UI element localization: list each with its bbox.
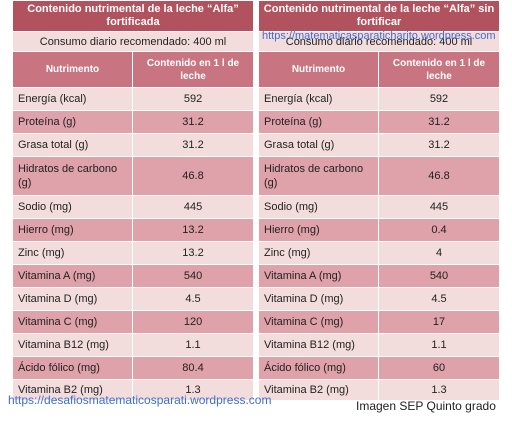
table-row: Sodio (mg) 445	[12, 195, 255, 219]
table-row: Vitamina D (mg) 4.5	[258, 287, 500, 311]
nutrient-name: Proteína (g)	[258, 110, 379, 134]
image-credit: Imagen SEP Quinto grado	[356, 399, 496, 413]
table-body-left: Contenido nutrimental de la leche “Alfa”…	[11, 0, 255, 401]
nutrient-value: 13.2	[131, 241, 255, 265]
nutrition-table-fortified: Contenido nutrimental de la leche “Alfa”…	[11, 0, 255, 401]
column-header-contenido: Contenido en 1 l de leche	[378, 51, 500, 88]
nutrient-name: Hierro (mg)	[12, 218, 133, 242]
nutrition-table-unfortified: Contenido nutrimental de la leche “Alfa”…	[258, 0, 500, 401]
table-row: Ácido fólico (mg) 60	[258, 356, 500, 380]
table-row: Hidratos de carbono (g) 46.8	[12, 156, 255, 196]
table-row: Proteína (g) 31.2	[12, 110, 255, 134]
table-row: Vitamina D (mg) 4.5	[12, 287, 255, 311]
table-row: Vitamina A (mg) 540	[258, 264, 500, 288]
nutrient-name: Sodio (mg)	[12, 195, 133, 219]
nutrient-value: 1.3	[378, 379, 500, 401]
table-row: Vitamina B2 (mg) 1.3	[12, 379, 255, 401]
table-row: Vitamina C (mg) 120	[12, 310, 255, 334]
nutrient-value: 31.2	[378, 110, 500, 134]
nutrient-value: 0.4	[378, 218, 500, 242]
table-row: Grasa total (g) 31.2	[258, 133, 500, 157]
nutrient-value: 17	[378, 310, 500, 334]
table-row: Zinc (mg) 13.2	[12, 241, 255, 265]
table-title: Contenido nutrimental de la leche “Alfa”…	[258, 0, 500, 32]
nutrient-value: 46.8	[378, 156, 500, 196]
nutrient-value: 13.2	[131, 218, 255, 242]
nutrient-value: 4	[378, 241, 500, 265]
table-row: Energía (kcal) 592	[258, 87, 500, 111]
nutrient-value: 31.2	[378, 133, 500, 157]
nutrient-name: Hidratos de carbono (g)	[12, 156, 133, 196]
nutrient-name: Energía (kcal)	[12, 87, 133, 111]
table-body-right: Contenido nutrimental de la leche “Alfa”…	[258, 0, 500, 401]
nutrient-value: 4.5	[131, 287, 255, 311]
table-row: Vitamina B12 (mg) 1.1	[258, 333, 500, 357]
column-header-nutrimento: Nutrimento	[12, 51, 133, 88]
column-header-nutrimento: Nutrimento	[258, 51, 379, 88]
nutrient-name: Grasa total (g)	[12, 133, 133, 157]
nutrient-name: Hidratos de carbono (g)	[258, 156, 379, 196]
consumo-label: Consumo diario recomendado: 400 ml	[258, 31, 500, 52]
nutrient-value: 1.1	[378, 333, 500, 357]
nutrient-value: 540	[131, 264, 255, 288]
consumo-label: Consumo diario recomendado: 400 ml	[11, 31, 255, 52]
nutrient-value: 1.1	[131, 333, 255, 357]
nutrient-name: Hierro (mg)	[258, 218, 379, 242]
nutrient-name: Vitamina A (mg)	[258, 264, 379, 288]
nutrient-name: Vitamina A (mg)	[12, 264, 133, 288]
table-row: Hierro (mg) 0.4	[258, 218, 500, 242]
table-row: Grasa total (g) 31.2	[12, 133, 255, 157]
column-header-contenido: Contenido en 1 l de leche	[131, 51, 255, 88]
nutrient-name: Vitamina C (mg)	[12, 310, 133, 334]
table-row: Sodio (mg) 445	[258, 195, 500, 219]
nutrient-value: 592	[378, 87, 500, 111]
nutrient-value: 46.8	[131, 156, 255, 196]
nutrient-value: 445	[131, 195, 255, 219]
nutrient-name: Grasa total (g)	[258, 133, 379, 157]
nutrient-value: 445	[378, 195, 500, 219]
nutrient-name: Zinc (mg)	[12, 241, 133, 265]
table-row: Energía (kcal) 592	[12, 87, 255, 111]
watermark-link-top[interactable]: https://matematicasparaticharito.wordpre…	[262, 30, 496, 42]
table-row: Zinc (mg) 4	[258, 241, 500, 265]
table-row: Hidratos de carbono (g) 46.8	[258, 156, 500, 196]
watermark-link-bottom[interactable]: https://desafiosmatematicosparati.wordpr…	[8, 393, 272, 407]
nutrient-name: Ácido fólico (mg)	[12, 356, 133, 380]
nutrient-name: Zinc (mg)	[258, 241, 379, 265]
nutrient-value: 4.5	[378, 287, 500, 311]
nutrient-name: Sodio (mg)	[258, 195, 379, 219]
nutrient-name: Vitamina D (mg)	[12, 287, 133, 311]
nutrient-name: Energía (kcal)	[258, 87, 379, 111]
table-row: Vitamina C (mg) 17	[258, 310, 500, 334]
table-row: Vitamina A (mg) 540	[12, 264, 255, 288]
table-row: Vitamina B2 (mg) 1.3	[258, 379, 500, 401]
nutrient-value: 592	[131, 87, 255, 111]
nutrient-value: 540	[378, 264, 500, 288]
nutrient-value: 1.3	[131, 379, 255, 401]
nutrient-name: Proteína (g)	[12, 110, 133, 134]
nutrient-name: Vitamina B12 (mg)	[12, 333, 133, 357]
nutrient-name: Vitamina B2 (mg)	[12, 379, 133, 401]
nutrient-value: 120	[131, 310, 255, 334]
nutrient-value: 31.2	[131, 110, 255, 134]
nutrient-value: 60	[378, 356, 500, 380]
nutrient-name: Vitamina B12 (mg)	[258, 333, 379, 357]
table-row: Hierro (mg) 13.2	[12, 218, 255, 242]
table-row: Ácido fólico (mg) 80.4	[12, 356, 255, 380]
nutrient-name: Vitamina D (mg)	[258, 287, 379, 311]
nutrient-value: 31.2	[131, 133, 255, 157]
nutrient-value: 80.4	[131, 356, 255, 380]
table-title: Contenido nutrimental de la leche “Alfa”…	[11, 0, 255, 32]
nutrient-name: Vitamina C (mg)	[258, 310, 379, 334]
nutrient-name: Ácido fólico (mg)	[258, 356, 379, 380]
table-row: Proteína (g) 31.2	[258, 110, 500, 134]
table-row: Vitamina B12 (mg) 1.1	[12, 333, 255, 357]
nutrient-name: Vitamina B2 (mg)	[258, 379, 379, 401]
